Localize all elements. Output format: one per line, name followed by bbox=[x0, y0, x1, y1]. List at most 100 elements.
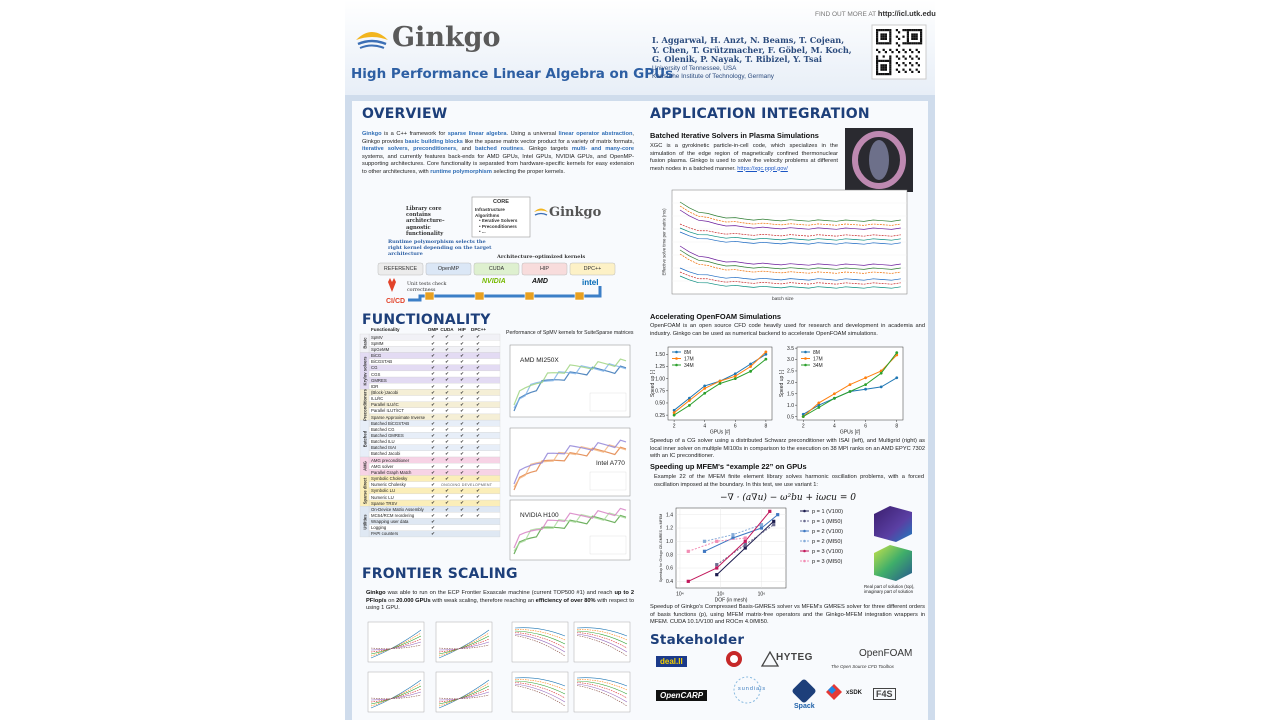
check-mark: ✔ bbox=[476, 506, 480, 512]
qr-cell bbox=[876, 29, 879, 32]
qr-cell bbox=[880, 42, 883, 45]
qr-cell bbox=[920, 42, 923, 45]
section-heading: APPLICATION INTEGRATION bbox=[650, 106, 870, 122]
perf-trace bbox=[513, 365, 627, 412]
qr-cell bbox=[878, 59, 881, 62]
scaling-trace bbox=[438, 679, 490, 709]
text-run: with weak scaling, therefore reaching an bbox=[430, 597, 536, 604]
scaling-trace bbox=[514, 632, 566, 649]
qr-cell bbox=[917, 64, 920, 67]
check-mark: ✔ bbox=[476, 512, 480, 518]
text-run: , bbox=[407, 146, 414, 152]
pipeline-node bbox=[574, 291, 585, 301]
data-point bbox=[864, 383, 867, 387]
check-mark: ✔ bbox=[476, 463, 480, 469]
qr-cell bbox=[902, 35, 905, 38]
scaling-trace bbox=[438, 635, 490, 655]
data-point bbox=[731, 536, 735, 540]
perf-panel-label: AMD MI250X bbox=[520, 357, 559, 364]
check-mark: ✔ bbox=[445, 463, 449, 469]
perf-trace bbox=[513, 358, 627, 406]
data-point bbox=[879, 385, 883, 389]
row-name: Numeric Cholesky bbox=[371, 482, 406, 488]
check-mark: ✔ bbox=[460, 512, 464, 518]
scaling-trace bbox=[576, 632, 628, 649]
check-mark: ✔ bbox=[460, 365, 464, 371]
x-tick-label: 6 bbox=[864, 424, 867, 430]
qr-cell bbox=[895, 48, 898, 51]
y-tick-label: 1.00 bbox=[655, 376, 665, 382]
check-mark: ✔ bbox=[431, 494, 435, 500]
y-tick-label: 2.0 bbox=[787, 380, 794, 386]
qr-cell bbox=[911, 35, 914, 38]
row-name: SpMV bbox=[371, 334, 383, 340]
qr-cell bbox=[915, 42, 918, 45]
qr-cell bbox=[876, 48, 879, 51]
check-mark: ✔ bbox=[445, 469, 449, 475]
legend-marker bbox=[803, 549, 806, 553]
qr-cell bbox=[887, 42, 890, 45]
data-point bbox=[801, 412, 805, 416]
legend-marker bbox=[803, 529, 806, 533]
x-tick-label: 2 bbox=[802, 424, 805, 430]
check-mark: ✔ bbox=[476, 359, 480, 364]
y-tick-label: 0.4 bbox=[666, 579, 673, 585]
core-item: • ... bbox=[479, 229, 486, 235]
check-mark: ✔ bbox=[476, 402, 480, 408]
y-axis-label: Speed up [-] bbox=[650, 369, 656, 397]
legend-marker bbox=[675, 363, 678, 367]
highlight: 20.000 GPUs bbox=[396, 597, 431, 604]
scaling-trace bbox=[370, 694, 422, 700]
row-name: CG bbox=[371, 365, 378, 371]
text-run: selecting the proper kernels. bbox=[491, 168, 565, 175]
data-point bbox=[672, 413, 676, 417]
qr-cell bbox=[913, 37, 916, 40]
scaling-trace bbox=[576, 633, 628, 653]
row-name: (Block-)Jacobi bbox=[371, 389, 399, 395]
qr-cell bbox=[902, 42, 905, 45]
figures: 0.25 0.50 0.75 1.00 1.25 1.50 2 4 6 8 GPUs [#] Spee… bbox=[359, 128, 913, 713]
scaling-trace bbox=[438, 685, 490, 705]
data-point bbox=[718, 382, 722, 385]
backend-label: DPC++ bbox=[583, 266, 602, 272]
perf-trace bbox=[513, 439, 627, 485]
pipeline-node bbox=[524, 291, 535, 301]
qr-cell bbox=[906, 33, 909, 36]
x-axis-label: DOF (in mesh) bbox=[715, 598, 748, 604]
text-run: systems, and currently features back-end… bbox=[362, 153, 634, 175]
x-tick-label: 6 bbox=[734, 424, 737, 430]
x-axis-label: batch size bbox=[772, 297, 794, 302]
row-name: Parallel Graph Match bbox=[371, 469, 412, 475]
check-mark: ✔ bbox=[460, 506, 464, 512]
qr-cell bbox=[878, 42, 881, 45]
perf-legend-box bbox=[589, 392, 627, 412]
check-mark: ✔ bbox=[476, 475, 480, 481]
y-tick-label: 0.25 bbox=[655, 413, 665, 419]
qr-cell bbox=[876, 42, 879, 45]
qr-cell bbox=[915, 62, 918, 65]
qr-cell bbox=[880, 64, 883, 67]
xgc-trace bbox=[679, 271, 901, 285]
y-tick-label: 0.75 bbox=[655, 389, 665, 395]
perf-title: Performance of SpMV kernels for SuiteSpa… bbox=[506, 330, 634, 336]
check-mark: ✔ bbox=[445, 402, 449, 408]
solution-cube-bottom bbox=[874, 545, 912, 581]
data-point bbox=[733, 374, 737, 378]
backend-box bbox=[521, 262, 568, 276]
qr-cell bbox=[876, 37, 879, 40]
highlight: up to 2 PFlop/s bbox=[366, 590, 634, 604]
affiliation: Karlsruhe Institute of Technology, Germa… bbox=[652, 72, 774, 80]
qr-cell bbox=[884, 59, 887, 62]
check-mark: ✔ bbox=[431, 383, 435, 389]
stakeholder-logo: Spack bbox=[794, 703, 815, 710]
small-logo: Ginkgo bbox=[549, 205, 602, 220]
qr-cell bbox=[902, 48, 905, 51]
row-name: Batched ISAI bbox=[371, 445, 397, 451]
qr-cell bbox=[904, 29, 907, 32]
header-band bbox=[345, 0, 935, 95]
qr-cell bbox=[898, 64, 901, 67]
backend-box bbox=[377, 262, 424, 276]
scaling-trace bbox=[514, 679, 566, 691]
check-mark: ✔ bbox=[460, 402, 464, 408]
